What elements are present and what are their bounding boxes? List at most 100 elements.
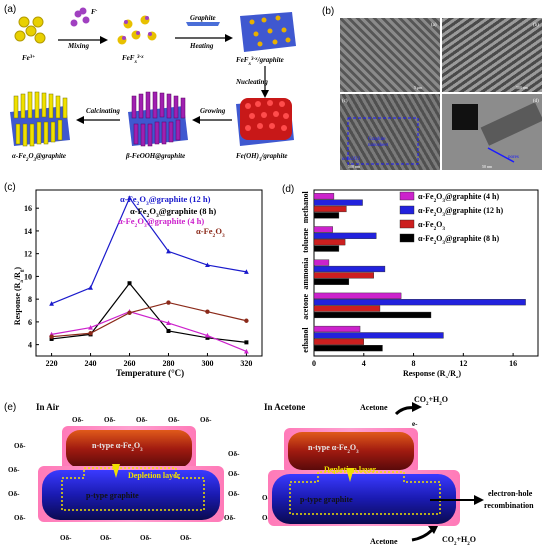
data-point xyxy=(88,331,93,336)
bar xyxy=(313,199,363,206)
data-point xyxy=(244,318,249,323)
svg-text:(d): (d) xyxy=(533,99,539,104)
svg-text:Oδ-: Oδ- xyxy=(60,534,72,542)
svg-text:500 nm: 500 nm xyxy=(348,164,361,169)
panel-d: (d) Response (Ra/Rg) 0 4 8 12 16 methanol tolu… xyxy=(276,178,546,381)
panel-a: (a) Fe3+ F- Mixing FeFx xyxy=(0,0,300,175)
legend-entry: α-Fe2O3 xyxy=(418,220,445,232)
category-label: ethanol xyxy=(301,327,310,353)
y-axis-label: Response (Ra/Rg) xyxy=(13,267,25,325)
svg-text:Oδ-: Oδ- xyxy=(8,466,20,474)
panel-b: (b) (a) (b) (c) (d) Graphite nanosheet α… xyxy=(318,0,546,172)
line-chart: Response (Ra/Rg) Temperature (°C) 220 240… xyxy=(13,189,263,378)
svg-text:Oδ-: Oδ- xyxy=(228,490,240,498)
svg-text:Oδ-: Oδ- xyxy=(200,416,212,424)
svg-text:Oδ-: Oδ- xyxy=(104,416,116,424)
x-tick-label: 300 xyxy=(201,359,213,368)
svg-text:recombination: recombination xyxy=(484,501,534,510)
svg-text:Oδ-: Oδ- xyxy=(100,534,112,542)
in-air-title: In Air xyxy=(36,402,59,412)
data-point xyxy=(127,195,132,200)
air-n-type-rod xyxy=(66,430,192,468)
svg-text:Oδ-: Oδ- xyxy=(14,442,26,450)
panel-label-a: (a) xyxy=(4,4,17,15)
fefx-graphite-sheet xyxy=(240,12,296,52)
x-tick-label: 12 xyxy=(459,359,467,368)
svg-text:Oδ-: Oδ- xyxy=(136,416,148,424)
svg-text:nanosheet: nanosheet xyxy=(368,143,389,148)
legend-swatch xyxy=(399,219,415,229)
y-tick-label: 8 xyxy=(28,295,32,304)
data-point xyxy=(244,340,249,345)
legend-swatch xyxy=(399,191,415,201)
svg-text:F-: F- xyxy=(91,8,98,16)
legend-entry: α-Fe2O3@graphite (4 h) xyxy=(418,192,499,204)
fe2o3-graphite-sheet xyxy=(10,91,70,147)
sem-annotations: (a) (b) (c) (d) Graphite nanosheet α-Fe2… xyxy=(342,23,539,169)
svg-text:Oδ-: Oδ- xyxy=(228,450,240,458)
svg-text:Oδ-: Oδ- xyxy=(228,470,240,478)
data-point xyxy=(205,335,210,340)
panel-label-d: (d) xyxy=(282,184,295,195)
panel-label-c: (c) xyxy=(4,182,16,193)
svg-text:(a): (a) xyxy=(431,23,437,28)
data-point xyxy=(244,269,249,274)
sem-image-c xyxy=(340,94,440,170)
y-tick-label: 16 xyxy=(24,204,32,213)
bar xyxy=(313,193,335,200)
data-point xyxy=(88,324,93,330)
svg-text:Oδ-: Oδ- xyxy=(168,416,180,424)
fluoride-ions-icon xyxy=(70,7,90,27)
category-label: toluene xyxy=(301,228,310,253)
panel-label-b: (b) xyxy=(322,6,335,17)
svg-text:Oδ-: Oδ- xyxy=(224,514,236,522)
data-point xyxy=(49,334,54,339)
svg-text:Acetone: Acetone xyxy=(370,537,398,546)
fefx-cluster-icon xyxy=(117,15,157,45)
x-tick-label: 8 xyxy=(412,359,416,368)
sem-image-a xyxy=(340,18,440,92)
svg-text:CO2+H2O: CO2+H2O xyxy=(414,395,448,407)
svg-text:50 nm: 50 nm xyxy=(482,164,493,169)
air-p-type-rod xyxy=(42,470,220,520)
category-label: ammonia xyxy=(301,258,310,290)
fe3-cluster-icon xyxy=(14,16,46,44)
svg-text:Oδ-: Oδ- xyxy=(72,416,84,424)
svg-text:Oδ-: Oδ- xyxy=(140,534,152,542)
acetone-n-type-rod xyxy=(288,432,414,470)
y-tick-label: 14 xyxy=(24,227,32,236)
svg-text:500 nm: 500 nm xyxy=(516,85,529,90)
svg-text:Oδ-: Oδ- xyxy=(180,534,192,542)
plot-frame xyxy=(35,189,263,357)
svg-text:Graphite: Graphite xyxy=(368,137,386,142)
x-axis-label: Temperature (°C) xyxy=(116,368,184,378)
series-line xyxy=(51,311,247,353)
bar xyxy=(313,226,333,233)
panel-label-e: (e) xyxy=(4,402,17,413)
bar xyxy=(313,325,361,333)
svg-text:FeFx3-x: FeFx3-x xyxy=(122,54,144,65)
panel-e: (e) In Air Oδ- Oδ- Oδ- Oδ- Oδ- Oδ- Oδ- Oδ- O… xyxy=(0,392,546,550)
category-label: acetone xyxy=(301,294,310,320)
data-point xyxy=(166,320,171,326)
data-point xyxy=(127,310,132,315)
data-point xyxy=(49,301,54,306)
svg-text:n-type α-Fe2O3: n-type α-Fe2O3 xyxy=(308,443,359,455)
data-point xyxy=(205,332,210,338)
svg-text:electron-hole: electron-hole xyxy=(488,489,533,498)
y-tick-label: 10 xyxy=(24,272,32,281)
y-tick-label: 6 xyxy=(28,318,32,327)
air-oxygen-ions: Oδ- Oδ- Oδ- Oδ- Oδ- Oδ- Oδ- Oδ- Oδ- Oδ- Oδ- O… xyxy=(8,416,240,542)
bar xyxy=(313,278,350,285)
legend-entry: α-Fe2O3@graphite (8 h) xyxy=(130,206,216,219)
data-point xyxy=(49,336,54,341)
data-point xyxy=(166,328,171,333)
panel-c: (c) Response (Ra/Rg) Temperature (°C) 22… xyxy=(0,178,275,378)
bar xyxy=(313,239,346,246)
series-line xyxy=(51,301,247,338)
bar xyxy=(313,338,364,345)
svg-text:Oδ-: Oδ- xyxy=(14,514,26,522)
x-tick-label: 4 xyxy=(362,359,366,368)
mixing-label: Mixing xyxy=(67,42,90,50)
svg-text:n-type α-Fe2O3: n-type α-Fe2O3 xyxy=(92,441,143,453)
